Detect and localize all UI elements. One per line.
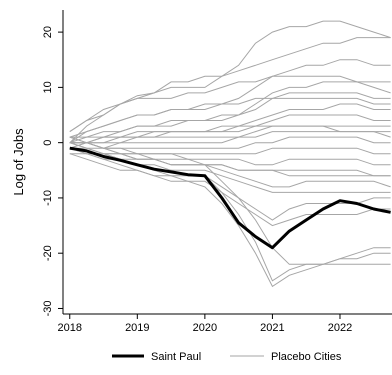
y-axis-title: Log of Jobs xyxy=(11,128,26,196)
placebo-city-line-12 xyxy=(69,142,391,166)
x-tick-label: 2021 xyxy=(260,322,284,334)
x-tick-label: 2018 xyxy=(58,322,82,334)
placebo-city-line-24 xyxy=(69,142,391,177)
placebo-city-line-21 xyxy=(69,75,391,133)
placebo-city-line-4 xyxy=(69,81,391,144)
y-axis-ticks: 20 10 0 -10 -20 -30 xyxy=(42,26,63,316)
legend-label-placebo: Placebo Cities xyxy=(271,351,342,363)
placebo-city-line-6 xyxy=(69,103,391,144)
placebo-city-line-9 xyxy=(69,131,391,149)
x-tick-label: 2020 xyxy=(193,322,217,334)
x-tick-label: 2019 xyxy=(125,322,149,334)
placebo-city-line-22 xyxy=(69,97,391,144)
placebo-city-line-13 xyxy=(69,147,391,177)
placebo-city-line-8 xyxy=(69,125,391,144)
placebo-city-line-17 xyxy=(69,153,391,227)
y-tick-label: -10 xyxy=(42,190,54,206)
placebo-city-line-23 xyxy=(69,125,391,149)
y-tick-label: -20 xyxy=(42,245,54,261)
placebo-city-line-5 xyxy=(69,92,391,149)
saint-paul-line xyxy=(69,146,391,250)
y-tick-label: 0 xyxy=(42,140,54,146)
legend-label-saint-paul: Saint Paul xyxy=(151,351,201,363)
y-tick-label: 10 xyxy=(42,81,54,93)
x-axis-ticks: 2018 2019 2020 2021 2022 xyxy=(58,314,352,334)
placebo-city-line-20 xyxy=(69,147,391,288)
placebo-cities-lines xyxy=(69,20,391,288)
saint-paul-line-group xyxy=(69,146,391,250)
y-tick-label: -30 xyxy=(42,301,54,317)
x-tick-label: 2022 xyxy=(328,322,352,334)
placebo-city-line-14 xyxy=(69,136,391,188)
placebo-city-line-10 xyxy=(69,136,391,149)
y-tick-label: 20 xyxy=(42,26,54,38)
legend: Saint Paul Placebo Cities xyxy=(112,351,342,363)
